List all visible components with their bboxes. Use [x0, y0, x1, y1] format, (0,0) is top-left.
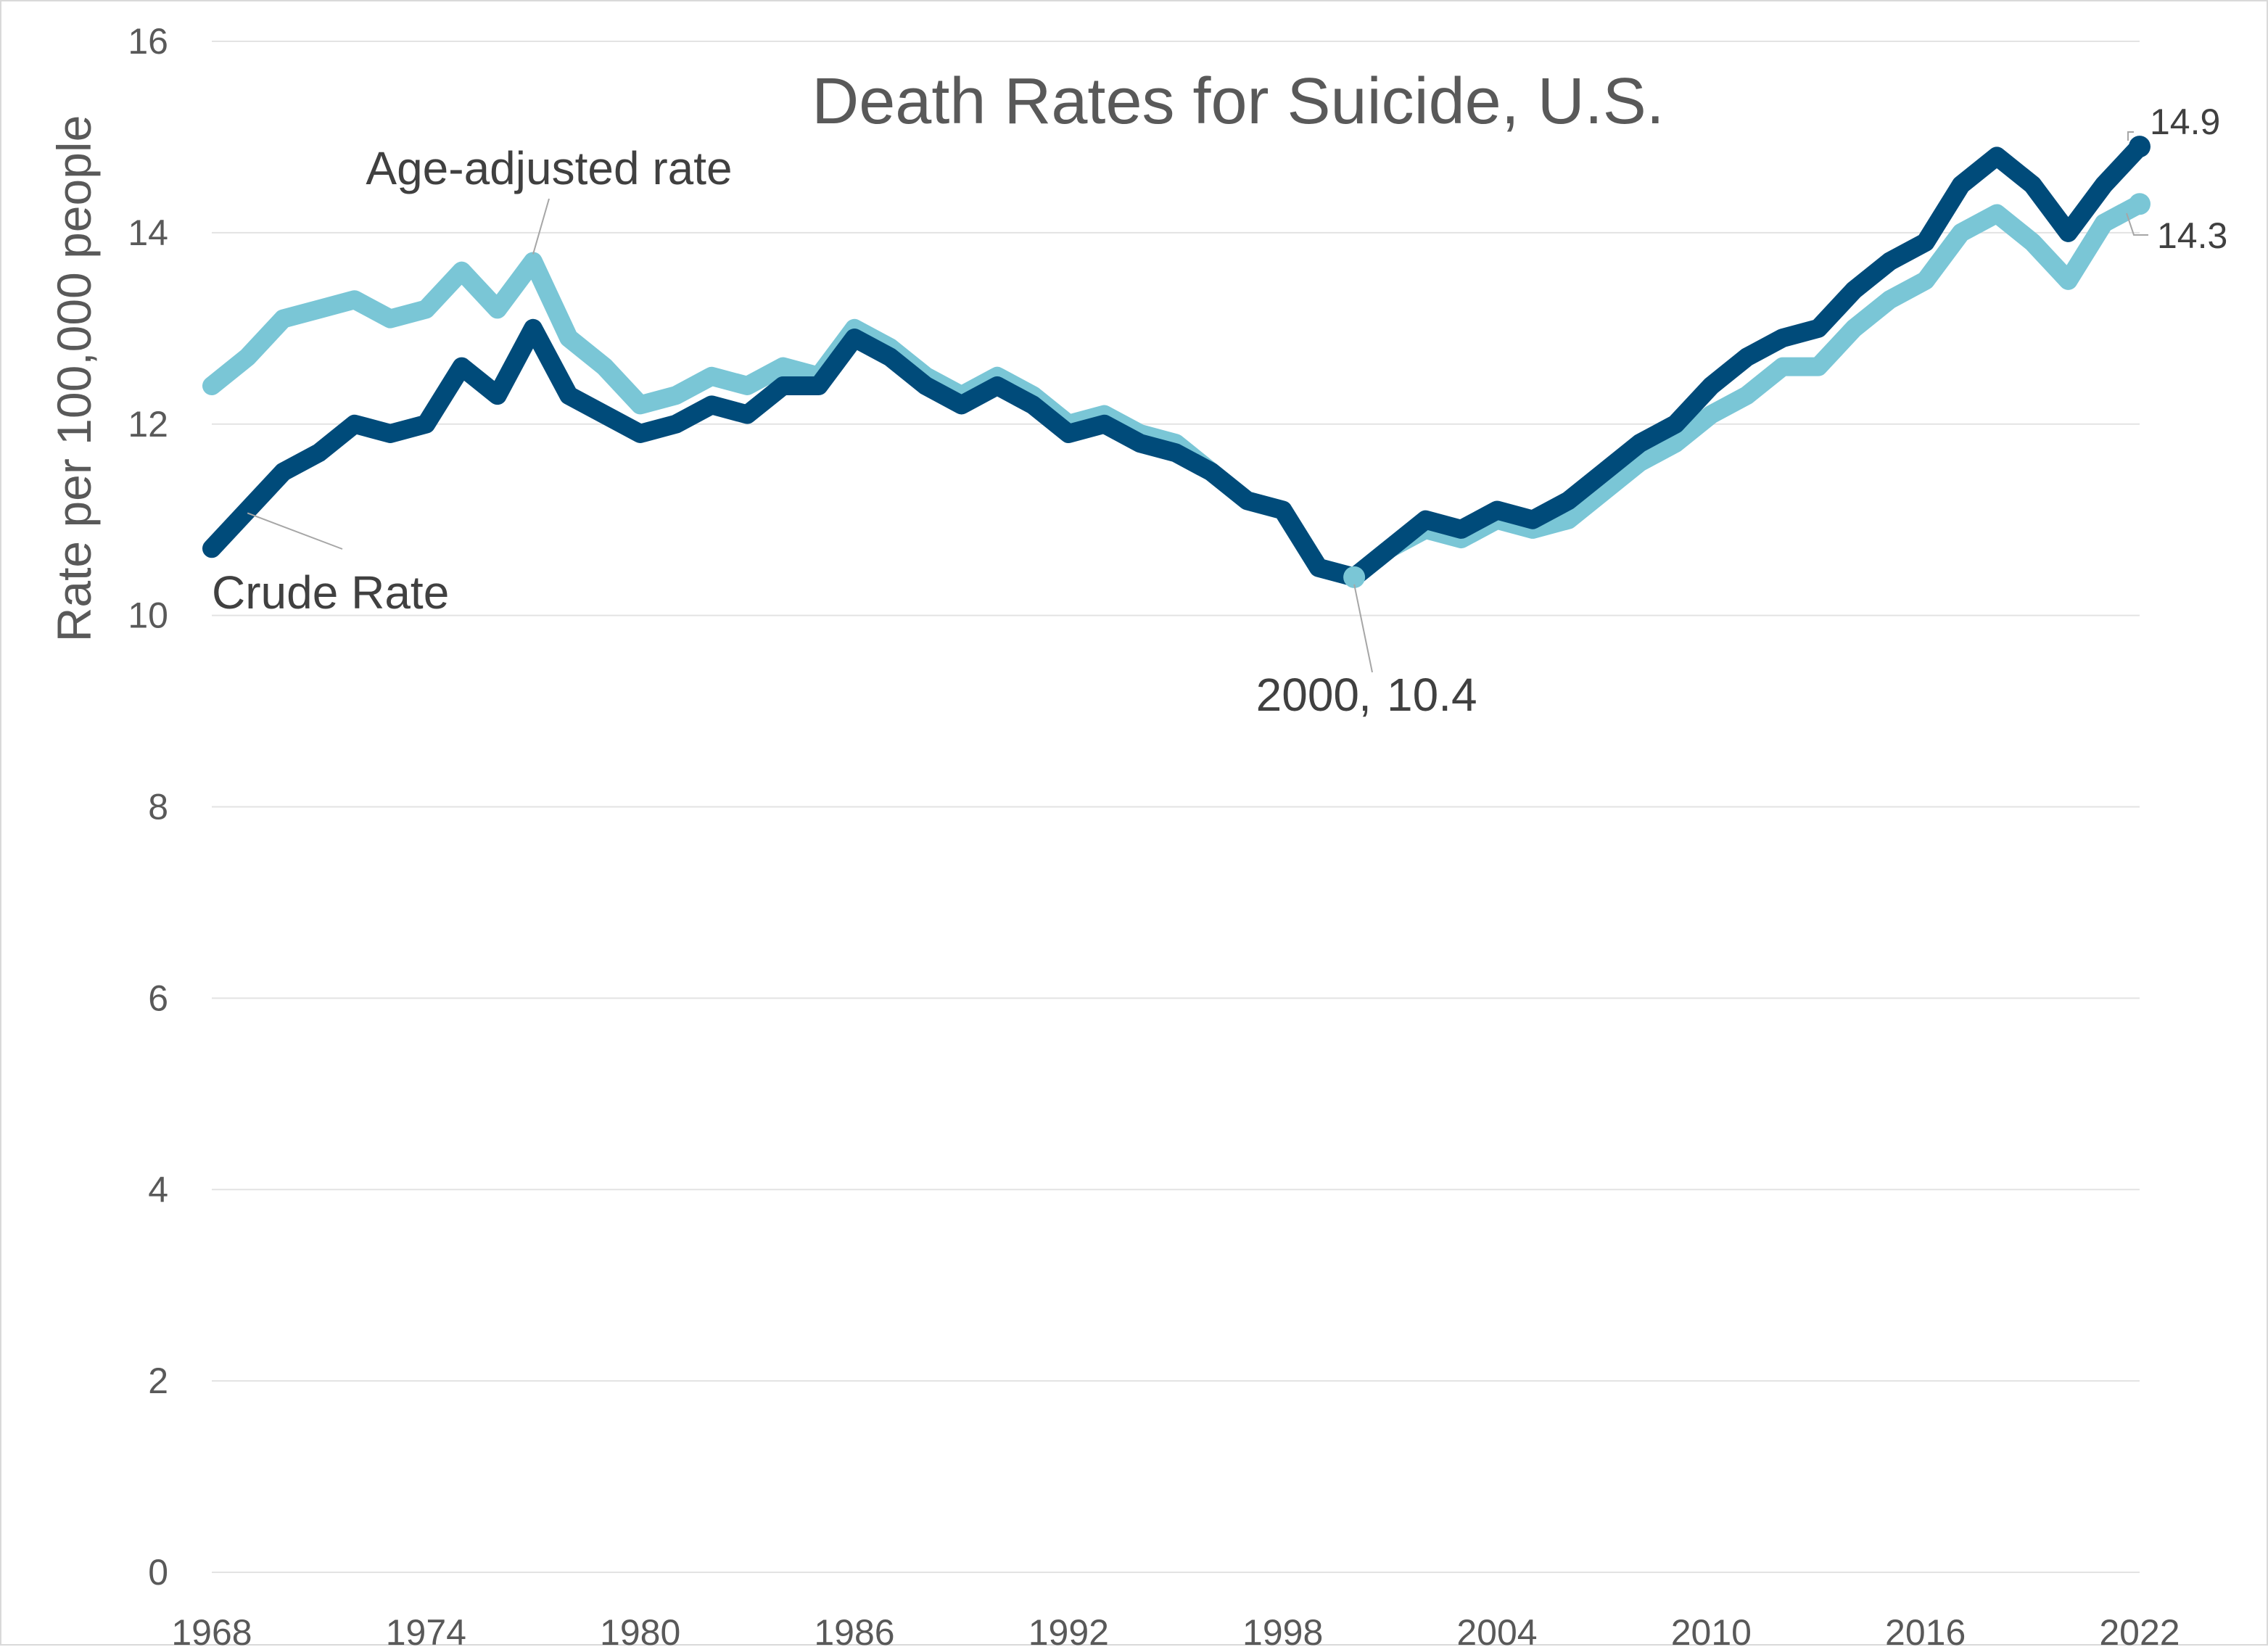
leader-age-adjusted-end — [2126, 212, 2148, 236]
min-point-marker — [1343, 566, 1366, 588]
y-tick-label: 12 — [128, 404, 168, 445]
annotation-min-year: 2000 — [1256, 669, 1359, 721]
gridlines — [212, 41, 2140, 1573]
annotation-min-separator: , — [1358, 669, 1372, 721]
y-tick-label: 8 — [148, 787, 168, 827]
leader-crude-rate — [247, 512, 343, 550]
annotation-leaders — [247, 131, 2148, 673]
y-tick-label: 14 — [128, 212, 168, 253]
x-tick-label: 1968 — [171, 1612, 252, 1647]
y-axis-ticks: 0 2 4 6 8 10 12 14 16 — [128, 21, 168, 1593]
y-axis-title: Rate per 100,000 people — [47, 115, 101, 643]
end-marker-crude-rate — [2129, 136, 2151, 158]
chart-title: Death Rates for Suicide, U.S. — [812, 65, 1665, 138]
data-label-crude-end: 14.9 — [2150, 102, 2220, 142]
y-tick-label: 4 — [148, 1169, 168, 1210]
leader-crude-end — [2127, 131, 2134, 141]
x-axis-ticks: 1968 1974 1980 1986 1992 1998 2004 2010 2016 2022 — [171, 1612, 2180, 1647]
x-tick-label: 1974 — [386, 1612, 466, 1647]
x-tick-label: 1998 — [1242, 1612, 1323, 1647]
annotation-age-adjusted: Age-adjusted rate — [366, 142, 732, 194]
x-tick-label: 1980 — [600, 1612, 680, 1647]
leader-min-point — [1353, 584, 1373, 673]
y-tick-label: 10 — [128, 595, 168, 636]
x-tick-label: 1992 — [1028, 1612, 1109, 1647]
annotation-crude-rate: Crude Rate — [212, 566, 449, 619]
x-tick-label: 1986 — [814, 1612, 894, 1647]
x-tick-label: 2010 — [1671, 1612, 1752, 1647]
x-tick-label: 2022 — [2099, 1612, 2180, 1647]
y-tick-label: 2 — [148, 1361, 168, 1401]
end-marker-age-adjusted-rate — [2129, 193, 2151, 215]
annotation-min-value: 10.4 — [1387, 669, 1477, 721]
series-line-crude-rate — [202, 137, 2149, 587]
y-tick-label: 0 — [148, 1552, 168, 1593]
leader-age-adjusted — [532, 198, 550, 255]
y-tick-label: 6 — [148, 978, 168, 1018]
y-tick-label: 16 — [128, 21, 168, 62]
series-lines — [202, 136, 2151, 588]
x-tick-label: 2004 — [1456, 1612, 1537, 1647]
data-label-age-adjusted-end: 14.3 — [2157, 215, 2227, 256]
x-tick-label: 2016 — [1885, 1612, 1966, 1647]
